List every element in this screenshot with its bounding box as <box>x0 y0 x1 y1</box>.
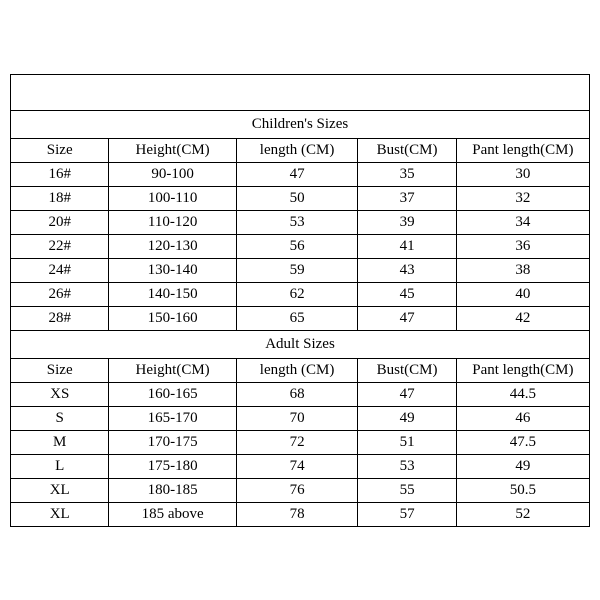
size-chart-container: Children's Sizes Size Height(CM) length … <box>10 74 590 527</box>
cell: 41 <box>358 234 456 258</box>
section-title-row: Children's Sizes <box>11 110 590 138</box>
cell: 35 <box>358 162 456 186</box>
table-row: M 170-175 72 51 47.5 <box>11 430 590 454</box>
col-header: length (CM) <box>236 358 358 382</box>
cell: XS <box>11 382 109 406</box>
table-row: 20# 110-120 53 39 34 <box>11 210 590 234</box>
cell: 62 <box>236 282 358 306</box>
col-header: Size <box>11 138 109 162</box>
cell: 37 <box>358 186 456 210</box>
cell: 51 <box>358 430 456 454</box>
table-row: 28# 150-160 65 47 42 <box>11 306 590 330</box>
cell: XL <box>11 502 109 526</box>
cell: 22# <box>11 234 109 258</box>
cell: 130-140 <box>109 258 236 282</box>
cell: 47 <box>358 382 456 406</box>
cell: 185 above <box>109 502 236 526</box>
cell: L <box>11 454 109 478</box>
cell: 140-150 <box>109 282 236 306</box>
col-header: Size <box>11 358 109 382</box>
header-row: Size Height(CM) length (CM) Bust(CM) Pan… <box>11 138 590 162</box>
cell: 20# <box>11 210 109 234</box>
cell: 36 <box>456 234 589 258</box>
cell: 110-120 <box>109 210 236 234</box>
cell: 40 <box>456 282 589 306</box>
cell: 43 <box>358 258 456 282</box>
cell: 26# <box>11 282 109 306</box>
cell: 39 <box>358 210 456 234</box>
table-row: XL 180-185 76 55 50.5 <box>11 478 590 502</box>
spacer-cell <box>11 74 590 110</box>
cell: 30 <box>456 162 589 186</box>
cell: 70 <box>236 406 358 430</box>
cell: 76 <box>236 478 358 502</box>
cell: 74 <box>236 454 358 478</box>
cell: 53 <box>236 210 358 234</box>
cell: 45 <box>358 282 456 306</box>
cell: 170-175 <box>109 430 236 454</box>
cell: 90-100 <box>109 162 236 186</box>
section-title: Adult Sizes <box>11 330 590 358</box>
cell: 55 <box>358 478 456 502</box>
cell: 28# <box>11 306 109 330</box>
cell: 49 <box>456 454 589 478</box>
cell: 65 <box>236 306 358 330</box>
cell: 150-160 <box>109 306 236 330</box>
cell: 42 <box>456 306 589 330</box>
cell: 49 <box>358 406 456 430</box>
table-row: 16# 90-100 47 35 30 <box>11 162 590 186</box>
table-row: 18# 100-110 50 37 32 <box>11 186 590 210</box>
cell: 34 <box>456 210 589 234</box>
cell: 47 <box>236 162 358 186</box>
cell: 32 <box>456 186 589 210</box>
cell: 16# <box>11 162 109 186</box>
cell: 46 <box>456 406 589 430</box>
cell: 24# <box>11 258 109 282</box>
size-table: Children's Sizes Size Height(CM) length … <box>10 74 590 527</box>
table-row: 24# 130-140 59 43 38 <box>11 258 590 282</box>
cell: 47 <box>358 306 456 330</box>
spacer-row <box>11 74 590 110</box>
cell: 52 <box>456 502 589 526</box>
col-header: Pant length(CM) <box>456 358 589 382</box>
cell: 160-165 <box>109 382 236 406</box>
table-body: Children's Sizes Size Height(CM) length … <box>11 74 590 526</box>
cell: 18# <box>11 186 109 210</box>
col-header: Bust(CM) <box>358 138 456 162</box>
table-row: XS 160-165 68 47 44.5 <box>11 382 590 406</box>
cell: 38 <box>456 258 589 282</box>
section-title: Children's Sizes <box>11 110 590 138</box>
cell: 47.5 <box>456 430 589 454</box>
table-row: 22# 120-130 56 41 36 <box>11 234 590 258</box>
cell: 180-185 <box>109 478 236 502</box>
cell: 175-180 <box>109 454 236 478</box>
cell: S <box>11 406 109 430</box>
cell: 59 <box>236 258 358 282</box>
cell: 78 <box>236 502 358 526</box>
section-title-row: Adult Sizes <box>11 330 590 358</box>
table-row: L 175-180 74 53 49 <box>11 454 590 478</box>
col-header: Height(CM) <box>109 358 236 382</box>
cell: 100-110 <box>109 186 236 210</box>
cell: 53 <box>358 454 456 478</box>
cell: 50 <box>236 186 358 210</box>
cell: 57 <box>358 502 456 526</box>
col-header: Bust(CM) <box>358 358 456 382</box>
table-row: 26# 140-150 62 45 40 <box>11 282 590 306</box>
cell: 68 <box>236 382 358 406</box>
col-header: Pant length(CM) <box>456 138 589 162</box>
cell: XL <box>11 478 109 502</box>
cell: 56 <box>236 234 358 258</box>
cell: 44.5 <box>456 382 589 406</box>
cell: 120-130 <box>109 234 236 258</box>
header-row: Size Height(CM) length (CM) Bust(CM) Pan… <box>11 358 590 382</box>
col-header: Height(CM) <box>109 138 236 162</box>
table-row: XL 185 above 78 57 52 <box>11 502 590 526</box>
cell: M <box>11 430 109 454</box>
col-header: length (CM) <box>236 138 358 162</box>
table-row: S 165-170 70 49 46 <box>11 406 590 430</box>
cell: 165-170 <box>109 406 236 430</box>
cell: 72 <box>236 430 358 454</box>
cell: 50.5 <box>456 478 589 502</box>
